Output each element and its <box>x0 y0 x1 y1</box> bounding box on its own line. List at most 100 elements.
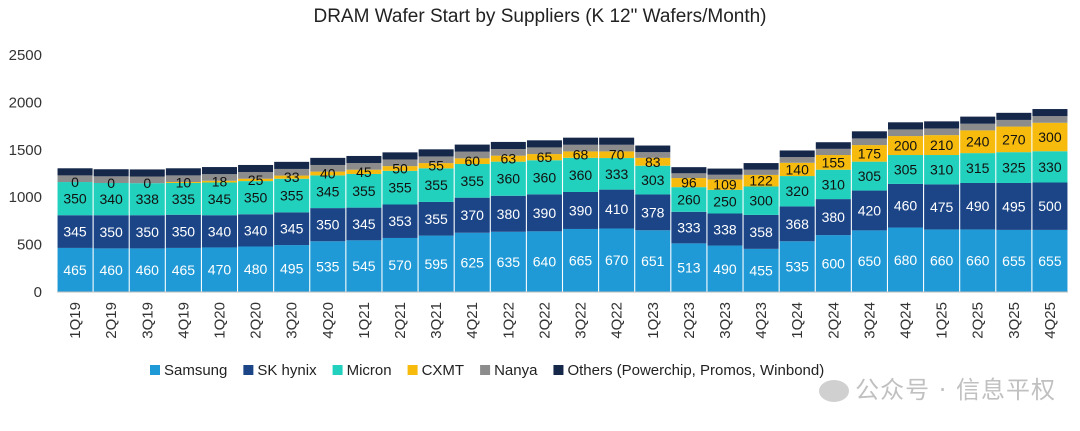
bar-segment-nanya <box>57 175 93 183</box>
bar-segment-sk <box>1032 182 1068 230</box>
bar-segment-samsung <box>238 246 274 292</box>
data-label: 300 <box>1038 129 1062 145</box>
bar-segment-nanya <box>1032 116 1068 123</box>
data-label: 595 <box>424 256 448 272</box>
y-tick-label: 2000 <box>9 94 42 111</box>
bar-segment-sk <box>382 204 418 238</box>
bar-segment-micron <box>960 153 996 183</box>
data-label: 0 <box>71 174 79 190</box>
bar-segment-micron <box>563 157 599 192</box>
bar-segment-others <box>996 112 1032 120</box>
data-label: 390 <box>533 205 557 221</box>
legend-entry: Nanya <box>494 362 538 379</box>
bar-segment-nanya <box>382 159 418 167</box>
y-tick-label: 1000 <box>9 189 42 206</box>
bar-segment-samsung <box>815 235 851 292</box>
data-label: 475 <box>930 199 954 215</box>
data-label: 250 <box>713 194 737 210</box>
bar-segment-nanya <box>490 149 526 156</box>
x-tick-label: 3Q20 <box>284 302 301 339</box>
bar-segment-samsung <box>851 230 887 292</box>
watermark: 公众号 · 信息平权 <box>819 370 1056 405</box>
legend-entry: Micron <box>347 362 392 379</box>
bar-segment-others <box>346 155 382 164</box>
data-label: 350 <box>172 223 196 239</box>
bar-segment-nanya <box>707 174 743 180</box>
data-label: 465 <box>63 262 87 278</box>
bar-segment-samsung <box>960 229 996 292</box>
bar-segment-nanya <box>93 176 129 183</box>
bar-segment-samsung <box>310 241 346 292</box>
bar-segment-samsung <box>165 247 201 292</box>
bar-segment-sk <box>57 215 93 248</box>
bar-segment-sk <box>274 212 310 246</box>
legend-entry: CXMT <box>422 362 465 379</box>
bar-segment-micron <box>635 165 671 195</box>
data-label: 355 <box>424 177 448 193</box>
bar-segment-micron <box>382 170 418 205</box>
x-tick-label: 1Q25 <box>934 302 951 339</box>
bar-segment-nanya <box>924 128 960 136</box>
bar-segment-samsung <box>1032 229 1068 292</box>
data-label: 50 <box>392 160 408 176</box>
bar-segment-cxmt <box>851 145 887 162</box>
data-label: 305 <box>858 168 882 184</box>
data-label: 33 <box>284 169 300 185</box>
bar-segment-micron <box>201 182 237 216</box>
data-label: 460 <box>99 262 123 278</box>
bar-segment-nanya <box>960 123 996 131</box>
x-tick-label: 2Q20 <box>248 302 265 339</box>
data-label: 635 <box>497 254 521 270</box>
bar-segment-samsung <box>888 227 924 292</box>
bar-segment-others <box>274 161 310 169</box>
x-tick-label: 2Q19 <box>103 302 120 339</box>
data-label: 10 <box>176 175 192 191</box>
data-label: 310 <box>930 162 954 178</box>
bar-segment-others <box>93 169 129 177</box>
legend-swatch <box>243 365 254 375</box>
x-tick-label: 4Q25 <box>1042 302 1059 339</box>
y-tick-label: 2500 <box>9 47 42 64</box>
bar-segment-cxmt <box>888 136 924 156</box>
x-tick-label: 4Q19 <box>175 302 192 339</box>
bar-segment-micron <box>1032 151 1068 183</box>
bar-segment-sk <box>129 215 165 249</box>
x-tick-label: 3Q21 <box>428 302 445 339</box>
data-label: 340 <box>208 223 232 239</box>
data-label: 320 <box>786 183 810 199</box>
data-label: 96 <box>681 175 697 191</box>
bar-segment-nanya <box>779 157 815 163</box>
bar-segment-cxmt <box>418 163 454 169</box>
bar-segment-others <box>960 116 996 124</box>
data-label: 495 <box>1002 198 1026 214</box>
x-tick-label: 1Q24 <box>789 302 806 339</box>
bar-segment-sk <box>815 199 851 236</box>
bar-segment-nanya <box>310 164 346 172</box>
y-tick-label: 500 <box>17 237 42 254</box>
bar-segment-nanya <box>418 156 454 164</box>
bar-segment-sk <box>743 214 779 249</box>
x-tick-label: 3Q23 <box>717 302 734 339</box>
data-label: 68 <box>573 147 589 163</box>
bar-segment-cxmt <box>201 180 237 183</box>
bar-segment-others <box>707 168 743 175</box>
bar-segment-others <box>490 141 526 150</box>
data-label: 545 <box>352 258 376 274</box>
bar-segment-sk <box>779 206 815 242</box>
bar-segment-cxmt <box>238 178 274 182</box>
bar-segment-others <box>924 121 960 129</box>
bar-segment-nanya <box>238 172 274 179</box>
bar-segment-samsung <box>635 230 671 292</box>
bar-segment-micron <box>490 161 526 196</box>
x-tick-label: 1Q22 <box>500 302 517 339</box>
chart-title: DRAM Wafer Start by Suppliers (K 12" Waf… <box>313 6 767 27</box>
bar-segment-micron <box>57 182 93 216</box>
data-label: 370 <box>461 207 485 223</box>
bar-segment-cxmt <box>382 166 418 171</box>
data-label: 335 <box>172 191 196 207</box>
x-tick-label: 2Q25 <box>970 302 987 339</box>
x-tick-label: 3Q22 <box>573 302 590 339</box>
bar-segment-nanya <box>888 129 924 137</box>
data-label: 175 <box>858 145 882 161</box>
bar-segment-nanya <box>346 163 382 170</box>
